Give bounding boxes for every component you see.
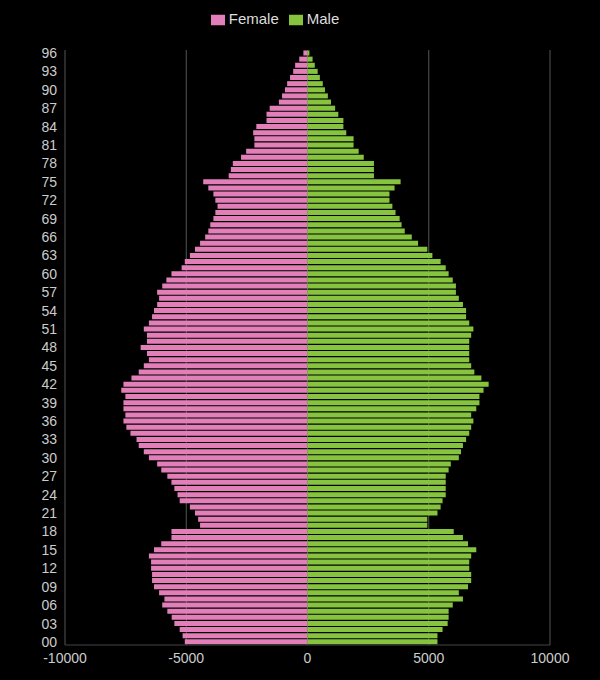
svg-text:09: 09 <box>41 579 57 595</box>
svg-text:51: 51 <box>41 321 57 337</box>
svg-text:10000: 10000 <box>531 650 570 666</box>
svg-text:60: 60 <box>41 266 57 282</box>
svg-text:15: 15 <box>41 542 57 558</box>
svg-text:24: 24 <box>41 487 57 503</box>
svg-text:5000: 5000 <box>413 650 444 666</box>
svg-text:75: 75 <box>41 174 57 190</box>
svg-text:48: 48 <box>41 339 57 355</box>
svg-text:33: 33 <box>41 431 57 447</box>
svg-text:63: 63 <box>41 247 57 263</box>
svg-text:93: 93 <box>41 63 57 79</box>
svg-text:39: 39 <box>41 395 57 411</box>
svg-text:36: 36 <box>41 413 57 429</box>
svg-text:42: 42 <box>41 376 57 392</box>
html-text:Male: Male <box>306 10 340 27</box>
svg-text:-5000: -5000 <box>168 650 204 666</box>
svg-text:96: 96 <box>41 45 57 61</box>
svg-text:27: 27 <box>41 468 57 484</box>
svg-text:78: 78 <box>41 155 57 171</box>
svg-text:12: 12 <box>41 560 57 576</box>
svg-text:06: 06 <box>41 597 57 613</box>
svg-text:87: 87 <box>41 100 57 116</box>
svg-text:57: 57 <box>41 284 57 300</box>
svg-text:-10000: -10000 <box>43 650 87 666</box>
svg-text:54: 54 <box>41 303 57 319</box>
svg-text:84: 84 <box>41 119 57 135</box>
svg-text:03: 03 <box>41 616 57 632</box>
html-text:Female: Female <box>228 10 279 27</box>
svg-text:30: 30 <box>41 450 57 466</box>
svg-text:45: 45 <box>41 358 57 374</box>
svg-text:90: 90 <box>41 82 57 98</box>
svg-text:66: 66 <box>41 229 57 245</box>
svg-text:0: 0 <box>304 650 312 666</box>
svg-text:21: 21 <box>41 505 57 521</box>
svg-text:69: 69 <box>41 211 57 227</box>
svg-text:18: 18 <box>41 523 57 539</box>
svg-text:81: 81 <box>41 137 57 153</box>
svg-text:00: 00 <box>41 634 57 650</box>
svg-text:72: 72 <box>41 192 57 208</box>
